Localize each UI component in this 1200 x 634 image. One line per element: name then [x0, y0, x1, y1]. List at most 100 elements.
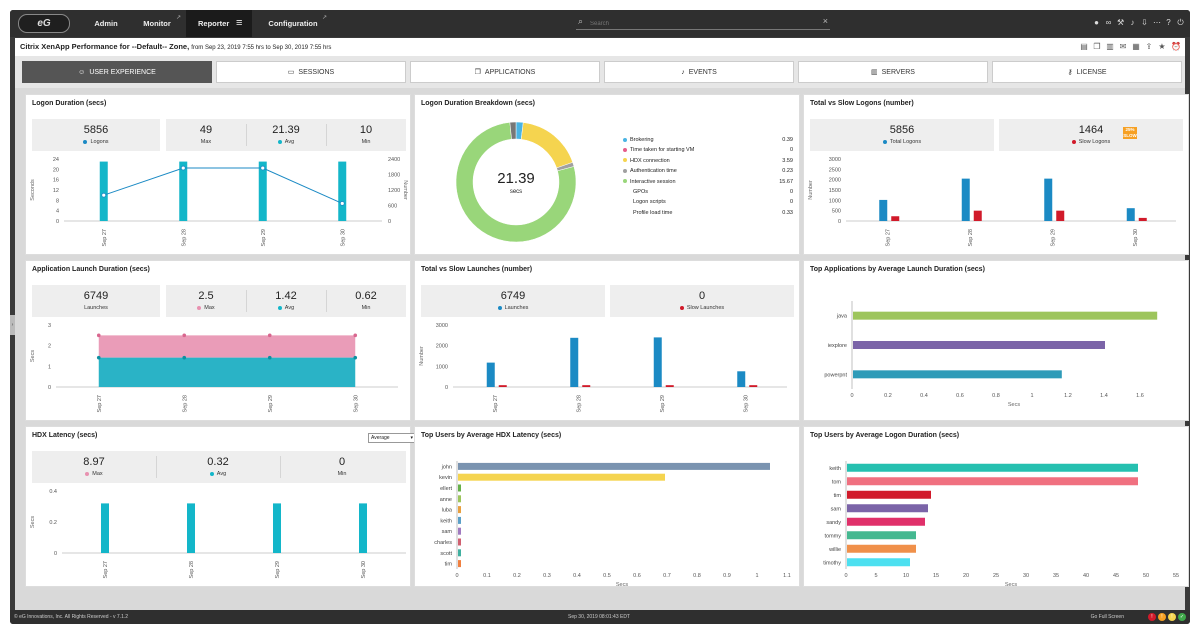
- bar: [879, 199, 888, 221]
- power-icon[interactable]: ⏻: [1177, 18, 1184, 27]
- ok-status-icon[interactable]: ✓: [1178, 613, 1186, 621]
- y-tick-label: 0: [445, 385, 448, 391]
- stat-box-hdx: 8.97 Max 0.32 Avg 0 Min: [32, 451, 406, 483]
- x-tick-label: 0.9: [723, 573, 731, 579]
- y-tick-label: 3: [48, 323, 51, 329]
- alarm-icon[interactable]: ⏰: [1171, 42, 1181, 51]
- x-tick-label: Sep 29: [268, 395, 274, 412]
- tab-sessions[interactable]: ▭ SESSIONS: [216, 61, 406, 83]
- eg-logo[interactable]: eG: [18, 14, 70, 33]
- category-label: kevin: [439, 475, 452, 481]
- donut-center-label: secs: [509, 189, 523, 195]
- clear-search-icon[interactable]: ×: [822, 16, 828, 26]
- bar: [458, 549, 461, 557]
- copy-icon[interactable]: ❐: [1093, 42, 1101, 51]
- x-tick-label: Sep 28: [182, 395, 188, 412]
- minor-status-icon[interactable]: !: [1168, 613, 1176, 621]
- nav-tab-admin[interactable]: Admin: [94, 19, 118, 28]
- critical-status-icon[interactable]: !: [1148, 613, 1156, 621]
- y-tick-label: 12: [53, 188, 59, 194]
- stat-launches: 6749 Launches: [83, 290, 109, 311]
- top-users-logon-chart: 0 5 10 15 20 25 30 35 40 45 50 55 Secs keith tom tim sam…: [823, 461, 1179, 587]
- panel-total-vs-slow-logons: Total vs Slow Logons (number) 5856 Total …: [803, 94, 1189, 255]
- bar: [458, 527, 461, 535]
- tab-license[interactable]: ⚷ LICENSE: [992, 61, 1182, 83]
- sidebar-toggle[interactable]: ›: [10, 315, 15, 335]
- tab-user-experience[interactable]: ☺ USER EXPERIENCE: [22, 61, 212, 83]
- legend-value: 0.39: [782, 137, 793, 143]
- panel-title: Total vs Slow Logons (number): [810, 100, 914, 107]
- x-tick-label: 5: [874, 573, 877, 579]
- panel-top-users-logon: Top Users by Average Logon Duration (sec…: [803, 426, 1189, 587]
- y-axis-label: Secs: [30, 516, 36, 528]
- bar: [486, 362, 495, 387]
- divider: [156, 456, 157, 478]
- bell-icon[interactable]: ♪: [1130, 18, 1135, 27]
- x-tick-label: 0.1: [483, 573, 491, 579]
- area-point: [182, 355, 187, 360]
- area-point: [353, 333, 358, 338]
- star-icon[interactable]: ★: [1158, 42, 1166, 51]
- y-tick-label: 0: [56, 219, 59, 225]
- bar: [853, 311, 1158, 320]
- legend-value: 0: [789, 199, 793, 206]
- time-range: from Sep 23, 2019 7:55 hrs to Sep 30, 20…: [191, 45, 332, 51]
- tab-applications[interactable]: ❐ APPLICATIONS: [410, 61, 600, 83]
- line-point: [180, 165, 186, 171]
- panel-title: Logon Duration Breakdown (secs): [421, 100, 535, 107]
- major-status-icon[interactable]: !: [1158, 613, 1166, 621]
- wrench-icon[interactable]: ⚒: [1117, 18, 1125, 27]
- y-tick-label: 0: [48, 385, 51, 391]
- panel-title: Application Launch Duration (secs): [32, 266, 150, 273]
- bar: [1126, 208, 1135, 221]
- bar: [853, 341, 1105, 349]
- search-input[interactable]: [590, 18, 810, 29]
- category-label: tim: [445, 562, 453, 568]
- x-axis-label: Secs: [1008, 402, 1020, 408]
- y2-tick-label: 0: [388, 219, 391, 225]
- legend-item: GPOs 0: [623, 189, 793, 199]
- more-icon[interactable]: ⋯: [1153, 18, 1161, 27]
- donut-slice: [509, 121, 517, 140]
- x-tick-label: 0.6: [956, 393, 964, 399]
- link-icon[interactable]: ∞: [1105, 18, 1112, 27]
- nav-tab-configuration[interactable]: Configuration: [268, 19, 318, 28]
- slow-percent-badge: 25% SLOW: [1123, 127, 1137, 139]
- nav-tab-reporter[interactable]: Reporter: [186, 10, 252, 37]
- legend-item: Time taken for starting VM 0: [623, 147, 793, 157]
- search-icon: ⌕: [578, 16, 584, 26]
- legend-label: Authentication time: [630, 168, 677, 175]
- bar: [498, 385, 507, 387]
- x-tick-label: 1.1: [783, 573, 791, 579]
- category-label: keith: [829, 466, 841, 472]
- aggregation-select[interactable]: Average ▾: [368, 433, 416, 443]
- download-icon[interactable]: ⇩: [1141, 18, 1148, 27]
- x-tick-label: 0.4: [573, 573, 581, 579]
- external-link-icon[interactable]: ↗: [176, 15, 182, 21]
- report-icon[interactable]: ▤: [1080, 42, 1088, 51]
- bar: [847, 531, 916, 540]
- user-icon[interactable]: ●: [1094, 18, 1099, 27]
- category-label: powerpnt: [824, 372, 847, 378]
- tab-servers[interactable]: ▥ SERVERS: [798, 61, 988, 83]
- share-icon[interactable]: ⇪: [1145, 42, 1153, 51]
- fullscreen-link[interactable]: Go Full Screen: [1090, 614, 1124, 620]
- page-title: Citrix XenApp Performance for --Default-…: [20, 42, 332, 51]
- legend-dot-icon: [83, 139, 88, 144]
- panel-title: Top Applications by Average Launch Durat…: [810, 266, 985, 273]
- bar: [737, 371, 746, 387]
- menu-icon[interactable]: ≡: [236, 17, 243, 29]
- external-link-icon[interactable]: ↗: [322, 15, 328, 21]
- bar: [458, 516, 461, 524]
- tab-events[interactable]: ♪ EVENTS: [604, 61, 794, 83]
- x-axis-label: Secs: [1005, 582, 1017, 587]
- email-icon[interactable]: ✉: [1119, 42, 1127, 51]
- category-label: iexplore: [828, 343, 847, 349]
- y-tick-label: 500: [832, 209, 841, 215]
- pdf-icon[interactable]: ▥: [1106, 42, 1114, 51]
- excel-icon[interactable]: ▦: [1132, 42, 1140, 51]
- x-tick-label: 1.4: [1100, 393, 1108, 399]
- help-icon[interactable]: ?: [1166, 18, 1171, 27]
- area-max: [98, 335, 356, 358]
- nav-tab-monitor[interactable]: Monitor: [143, 19, 171, 28]
